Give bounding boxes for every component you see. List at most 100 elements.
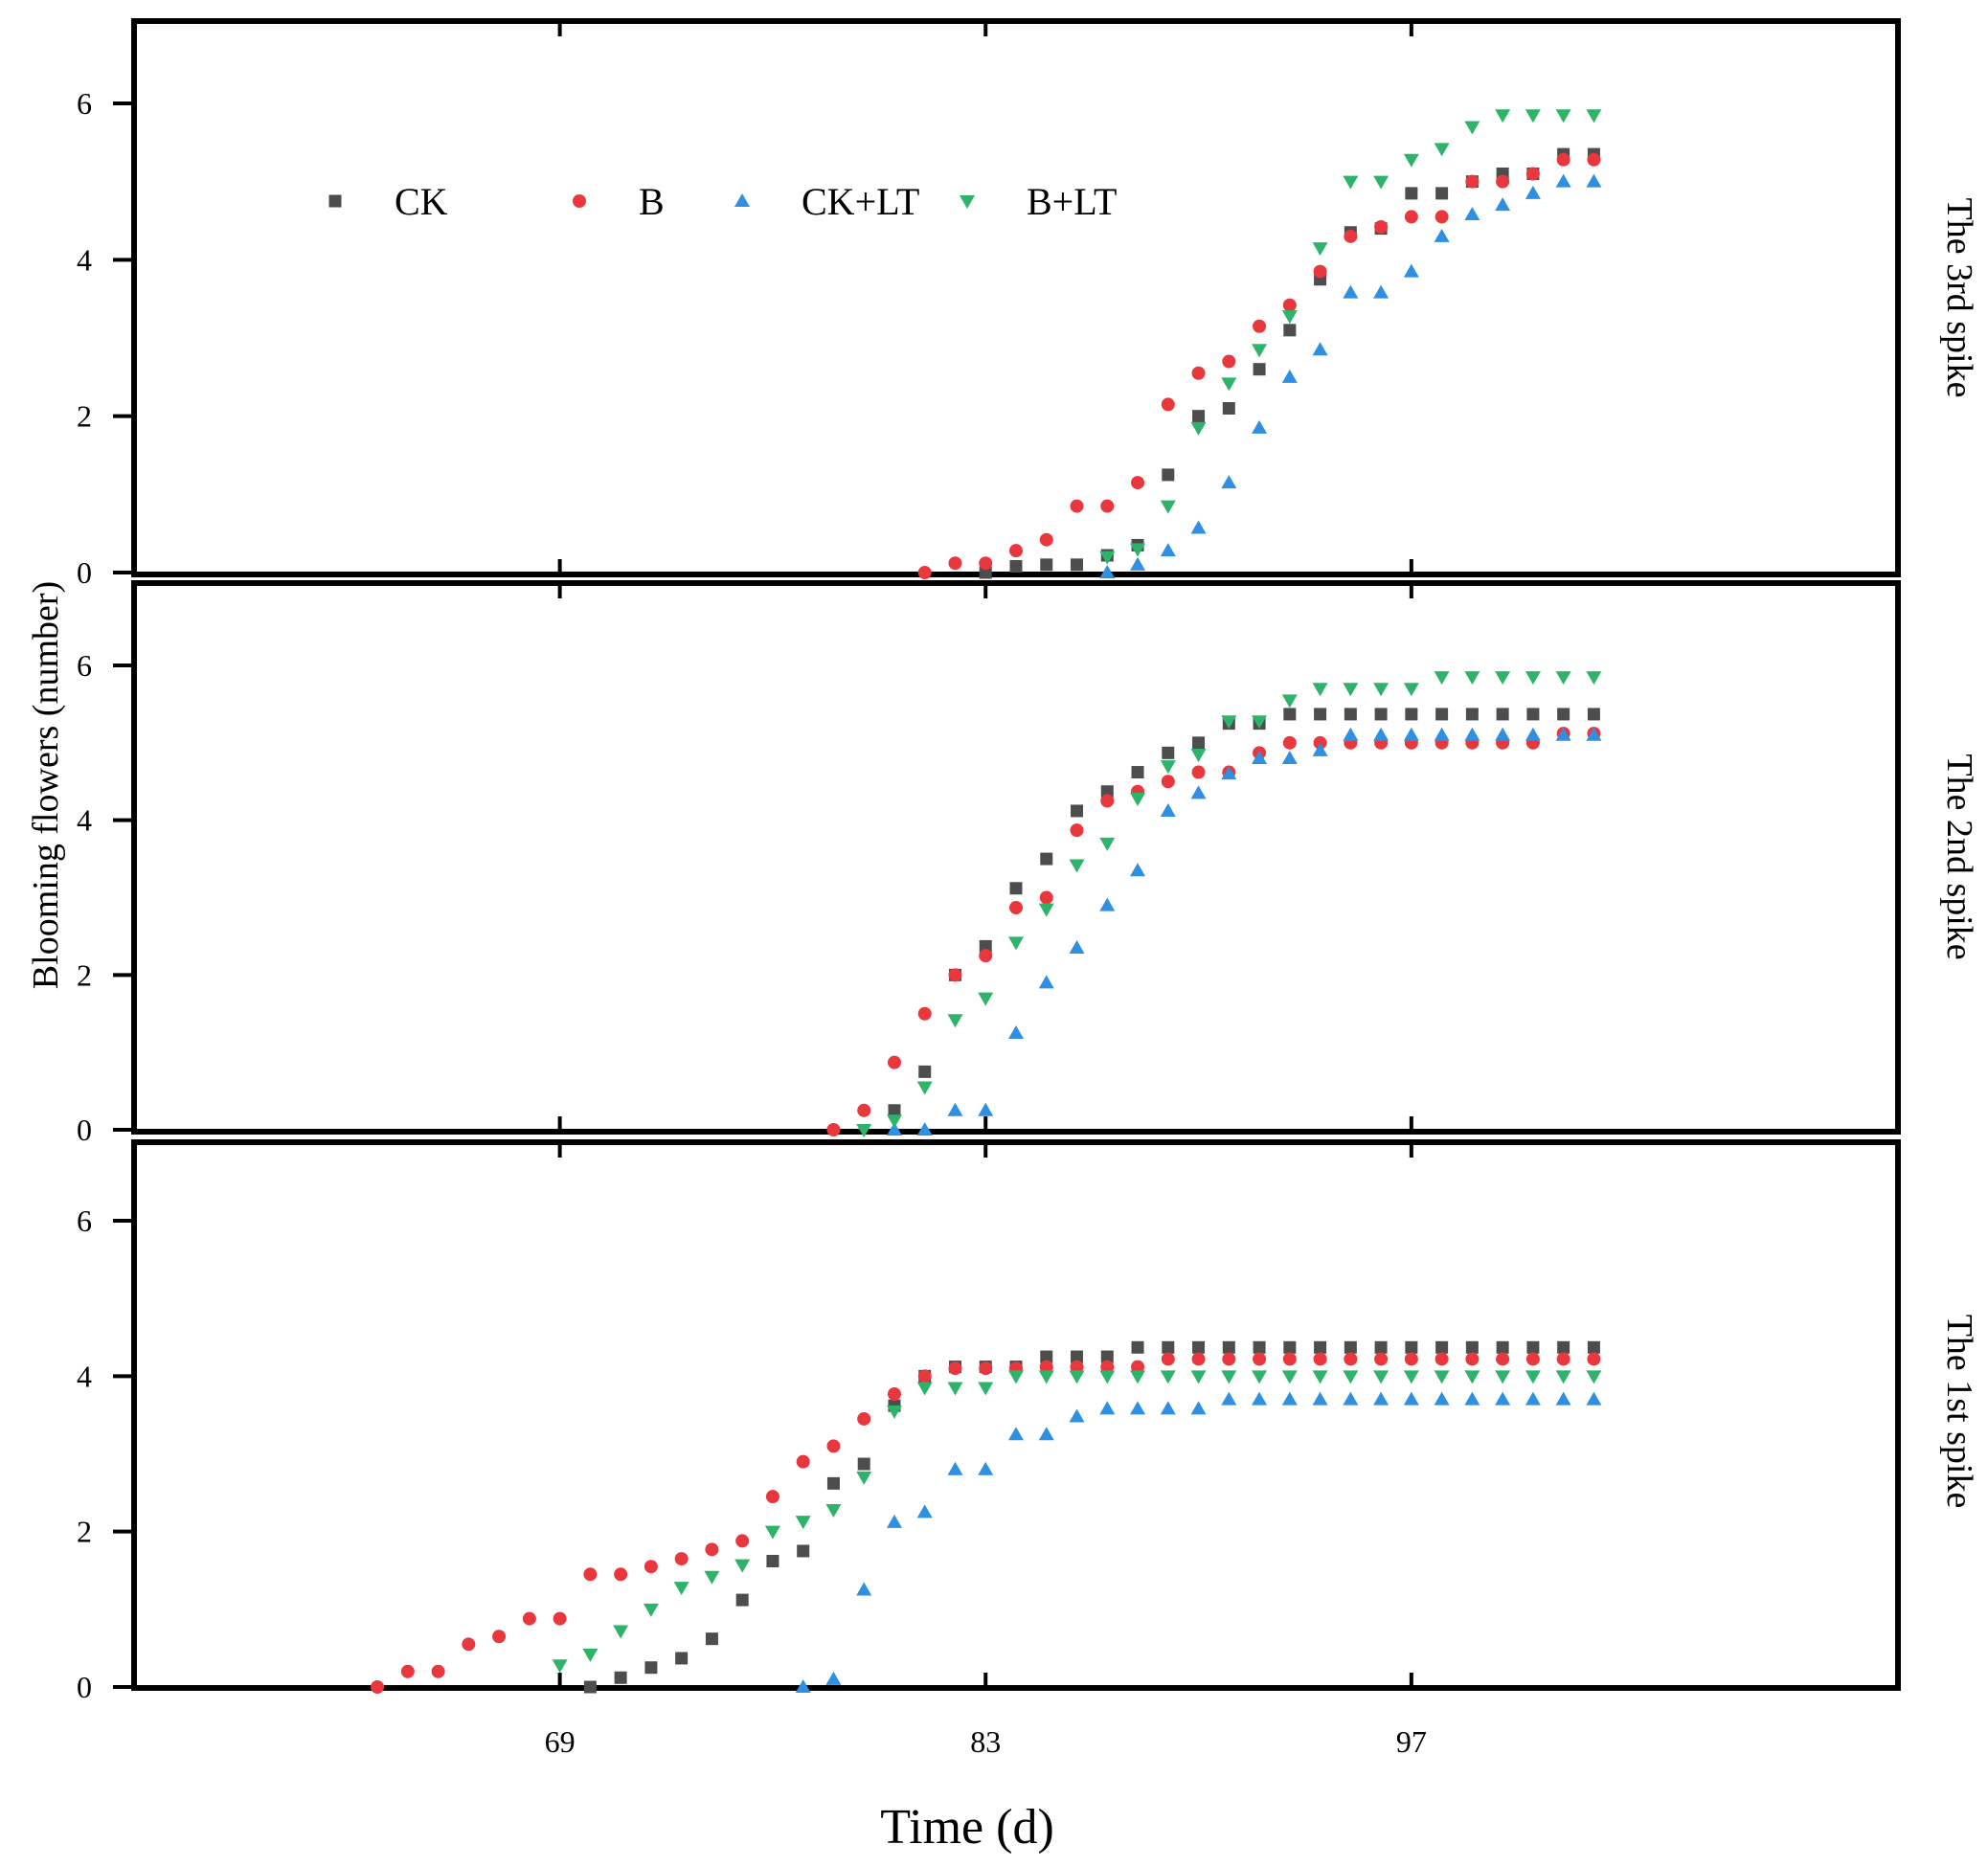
data-point-b-plus-lt (1312, 683, 1328, 697)
data-point-ck-plus-lt (1281, 369, 1298, 383)
data-point-ck-plus-lt (1403, 727, 1419, 741)
data-point-ck-plus-lt (1525, 185, 1541, 199)
data-point-ck-plus-lt (1252, 419, 1268, 434)
data-point-b-plus-lt (1130, 1370, 1146, 1384)
legend-label: CK+LT (802, 180, 919, 223)
data-point-b (857, 1103, 871, 1117)
y-tick-label: 2 (77, 399, 92, 434)
data-point-ck (766, 1555, 779, 1568)
data-point-ck (1374, 1340, 1388, 1354)
data-point-ck-plus-lt (947, 1461, 963, 1475)
data-point-ck-plus-lt (886, 1514, 902, 1528)
data-point-b-plus-lt (1221, 377, 1237, 392)
data-point-ck-plus-lt (1281, 1391, 1298, 1406)
data-point-ck-plus-lt (1555, 727, 1571, 741)
data-point-b (735, 1534, 750, 1548)
data-point-ck-plus-lt (1221, 1391, 1237, 1406)
data-point-ck (1100, 1350, 1114, 1363)
data-point-b (1253, 319, 1267, 333)
data-point-b-plus-lt (1525, 1370, 1541, 1384)
data-point-ck (1162, 1340, 1175, 1354)
x-axis-title: Time (d) (880, 1800, 1054, 1855)
y-tick-label: 4 (77, 242, 92, 277)
data-point-b-plus-lt (916, 1081, 933, 1095)
data-point-ck (888, 1104, 901, 1117)
data-point-b (1161, 397, 1175, 412)
data-point-ck-plus-lt (1555, 1391, 1571, 1406)
data-point-ck-plus-lt (886, 1122, 902, 1136)
data-point-ck (857, 1457, 870, 1471)
data-point-ck (1405, 187, 1418, 200)
data-point-b (1404, 1352, 1418, 1366)
data-point-b-plus-lt (1434, 671, 1450, 686)
data-point-b-plus-lt (1495, 671, 1511, 686)
y-tick-label: 4 (77, 803, 92, 838)
data-point-ck-plus-lt (1221, 766, 1237, 780)
data-point-ck-plus-lt (1008, 1427, 1024, 1441)
data-point-ck (1071, 1350, 1084, 1363)
data-point-ck-plus-lt (1434, 1391, 1450, 1406)
data-point-b (1496, 1352, 1510, 1366)
data-point-b-plus-lt (1464, 1370, 1480, 1384)
data-point-ck-plus-lt (1008, 1024, 1024, 1039)
data-point-b-plus-lt (916, 1382, 933, 1396)
data-point-ck (735, 1593, 749, 1607)
plot-frame (131, 18, 1901, 577)
data-point-b (614, 1567, 628, 1582)
data-point-b-plus-lt (1403, 1370, 1419, 1384)
data-point-ck-plus-lt (1464, 1391, 1480, 1406)
panel-1st-spike: 0 2 4 6 The 1st spike (77, 1139, 1979, 1704)
data-point-ck-plus-lt (916, 1504, 933, 1518)
data-point-ck (1100, 785, 1114, 799)
data-point-b (1313, 1352, 1327, 1366)
y-axis-title: Blooming flowers (number) (26, 581, 66, 989)
data-point-b (1344, 229, 1358, 243)
data-point-ck (1009, 559, 1023, 573)
x-ticks (557, 1142, 1413, 1688)
data-point-ck (1009, 882, 1023, 895)
data-point-ck-plus-lt (1495, 727, 1511, 741)
y-tick-label: 2 (77, 957, 92, 992)
data-point-b-plus-lt (1190, 421, 1207, 436)
data-point-ck (1405, 1340, 1418, 1354)
data-point-b (1374, 220, 1389, 235)
data-point-b-plus-lt (643, 1603, 659, 1617)
data-point-b (1556, 1352, 1570, 1366)
data-point-b (1222, 1352, 1236, 1366)
data-point-b-plus-lt (1434, 1370, 1450, 1384)
data-point-b (431, 1664, 445, 1678)
data-point-b (1191, 366, 1206, 380)
panel-label: The 1st spike (1939, 1315, 1979, 1509)
data-point-b-plus-lt (1495, 109, 1511, 124)
data-point-ck (1071, 558, 1084, 572)
data-point-b-plus-lt (1586, 671, 1602, 686)
data-point-ck-plus-lt (1373, 727, 1389, 741)
data-point-b (1374, 1352, 1389, 1366)
y-tick-label: 0 (77, 555, 92, 590)
data-point-ck (1526, 1340, 1540, 1354)
data-point-ck (826, 1476, 840, 1490)
data-point-b (887, 1055, 901, 1069)
data-point-b (1435, 1352, 1449, 1366)
data-point-b-plus-lt (1008, 1370, 1024, 1384)
legend-label: B (639, 180, 665, 223)
data-point-b-plus-lt (1190, 748, 1207, 762)
data-point-ck (1283, 1340, 1297, 1354)
data-point-b (1465, 1352, 1480, 1366)
data-point-b-plus-lt (1343, 1370, 1359, 1384)
data-point-ck (1040, 1350, 1053, 1363)
data-point-ck-plus-lt (1099, 1401, 1116, 1415)
data-point-b (1039, 532, 1053, 547)
data-point-ck-plus-lt (1495, 197, 1511, 212)
data-point-ck-plus-lt (1099, 897, 1116, 911)
data-point-b (462, 1637, 476, 1652)
data-point-ck (1040, 558, 1053, 572)
data-point-ck-plus-lt (1190, 520, 1207, 534)
data-point-b (1161, 775, 1175, 789)
data-point-ck-plus-lt (1312, 342, 1328, 356)
data-point-ck (1222, 1340, 1235, 1354)
plot-frame (131, 580, 1901, 1135)
data-point-ck-plus-lt (1434, 228, 1450, 242)
data-point-b-plus-lt (1130, 543, 1146, 557)
data-point-b (1587, 152, 1601, 167)
